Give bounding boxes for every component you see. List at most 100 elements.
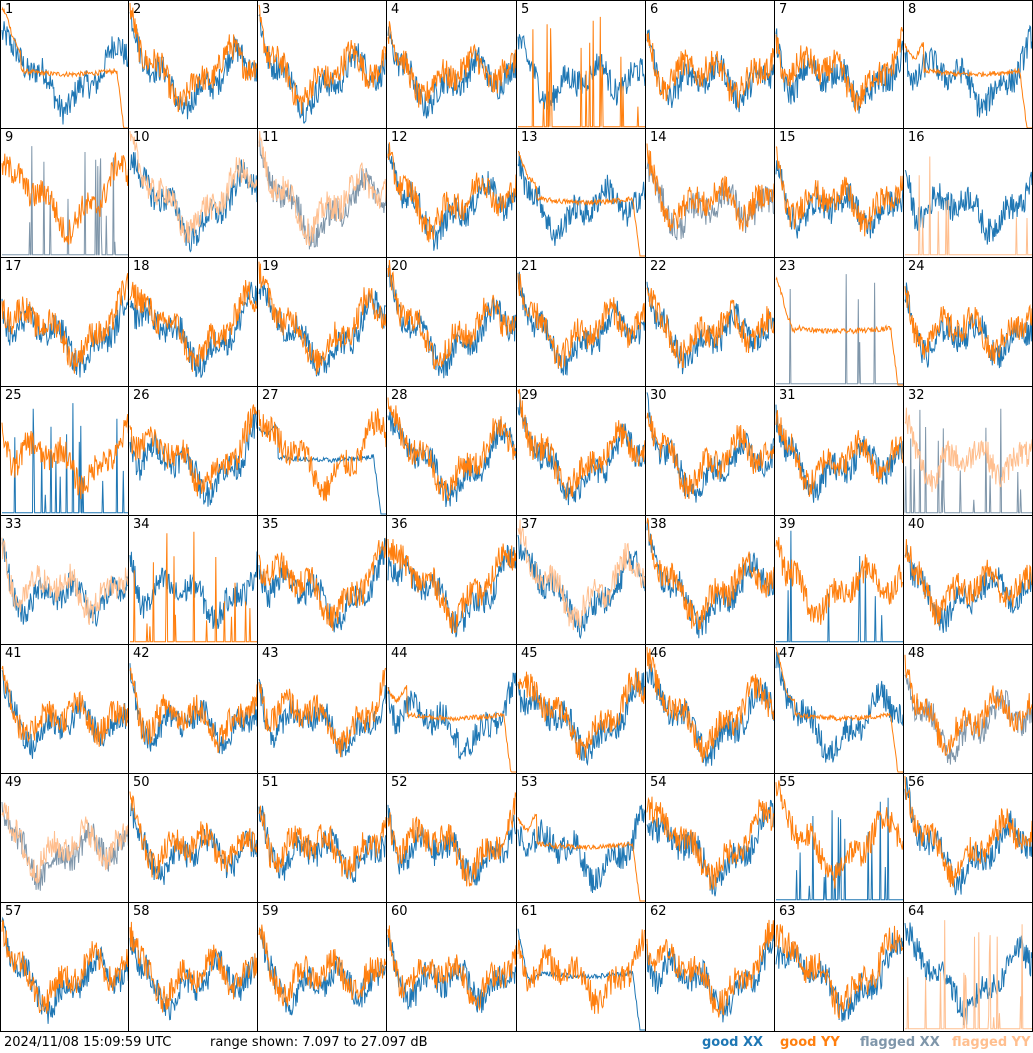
panel-number: 60 [391, 904, 408, 919]
panel-29: 29 [517, 387, 646, 516]
series-xx-good [129, 936, 257, 1021]
panel-number: 6 [650, 2, 659, 17]
series-xx-good [517, 392, 645, 506]
panel-plot [904, 282, 1032, 369]
series-xx-good [129, 152, 257, 253]
panel-number: 57 [5, 904, 22, 919]
series-xx-good [776, 797, 903, 901]
panel-5: 5 [517, 0, 646, 129]
series-yy-good [646, 919, 774, 1018]
panel-plot [517, 804, 645, 902]
series-yy-good [387, 538, 516, 634]
panel-number: 58 [133, 904, 150, 919]
series-yy-flagged [905, 156, 1032, 256]
series-xx-good [129, 663, 257, 755]
series-xx-good [1, 916, 128, 1024]
panel-plot [258, 667, 386, 758]
series-xx-good [775, 28, 903, 114]
panel-number: 13 [521, 130, 538, 145]
panel-39: 39 [775, 516, 904, 645]
panel-number: 40 [908, 517, 925, 532]
series-xx-flagged [2, 146, 128, 256]
series-yy-good [517, 273, 645, 369]
series-xx-good [646, 663, 774, 767]
panel-number: 53 [521, 775, 538, 790]
series-yy-good [1, 152, 128, 245]
panel-number: 49 [5, 775, 22, 790]
series-xx-flagged [646, 159, 774, 241]
panel-8: 8 [904, 0, 1033, 129]
series-xx-good [258, 538, 386, 633]
series-yy-good [775, 146, 903, 237]
panel-number: 12 [391, 130, 408, 145]
panel-number: 59 [262, 904, 279, 919]
panel-plot [1, 146, 128, 256]
panel-plot [904, 24, 1032, 128]
panel-51: 51 [258, 774, 387, 903]
panel-number: 39 [779, 517, 796, 532]
panel-plot [129, 404, 257, 507]
panel-33: 33 [0, 516, 129, 645]
series-yy-flagged [1, 537, 128, 625]
panel-30: 30 [646, 387, 775, 516]
panel-number: 26 [133, 388, 150, 403]
series-xx-good [129, 281, 257, 378]
series-xx-good [517, 671, 645, 767]
panel-45: 45 [517, 645, 646, 774]
panel-plot [258, 4, 386, 124]
panel-number: 1 [5, 2, 14, 17]
series-yy-good [775, 276, 903, 386]
panel-plot [517, 928, 645, 1031]
panel-plot [775, 646, 903, 773]
series-xx-good [387, 143, 516, 251]
panel-9: 9 [0, 129, 129, 258]
series-yy-good [775, 780, 903, 889]
panel-56: 56 [904, 774, 1033, 903]
series-yy-good [775, 27, 903, 113]
series-xx-good [517, 271, 645, 376]
panel-18: 18 [129, 258, 258, 387]
series-yy-good [387, 792, 516, 887]
panel-plot [387, 21, 516, 119]
panel-24: 24 [904, 258, 1033, 387]
panel-54: 54 [646, 774, 775, 903]
panel-number: 17 [5, 259, 22, 274]
series-xx-good [258, 929, 386, 1016]
panel-15: 15 [775, 129, 904, 258]
panel-plot [517, 388, 645, 506]
panel-number: 20 [391, 259, 408, 274]
panel-plot [646, 143, 774, 241]
series-yy-good [517, 388, 645, 500]
series-yy-good [775, 536, 903, 625]
panel-plot [517, 667, 645, 767]
legend-flagged-yy: flagged YY [952, 1035, 1031, 1050]
panel-plot [258, 261, 386, 377]
panel-62: 62 [646, 903, 775, 1032]
panel-plot [1, 6, 128, 128]
panel-57: 57 [0, 903, 129, 1032]
series-xx-good [1, 670, 128, 759]
panel-number: 32 [908, 388, 925, 403]
panel-plot [258, 537, 386, 633]
panel-number: 5 [521, 2, 530, 17]
footer: 2024/11/08 15:09:59 UTC range shown: 7.0… [0, 1032, 1033, 1053]
panel-25: 25 [0, 387, 129, 516]
series-yy-good [258, 924, 386, 1007]
panel-number: 48 [908, 646, 925, 661]
series-yy-good [646, 517, 774, 631]
panel-number: 29 [521, 388, 538, 403]
series-yy-good [387, 142, 516, 243]
panel-plot [775, 274, 903, 386]
panel-plot [904, 654, 1032, 765]
series-yy-good [129, 791, 257, 880]
panel-plot [387, 397, 516, 508]
panel-number: 56 [908, 775, 925, 790]
panel-number: 2 [133, 2, 142, 17]
series-xx-flagged [904, 408, 1032, 514]
panel-plot [1, 537, 128, 627]
panel-plot [1, 403, 128, 514]
panel-number: 46 [650, 646, 667, 661]
panel-plot [904, 920, 1032, 1030]
series-xx-good [1, 21, 128, 125]
